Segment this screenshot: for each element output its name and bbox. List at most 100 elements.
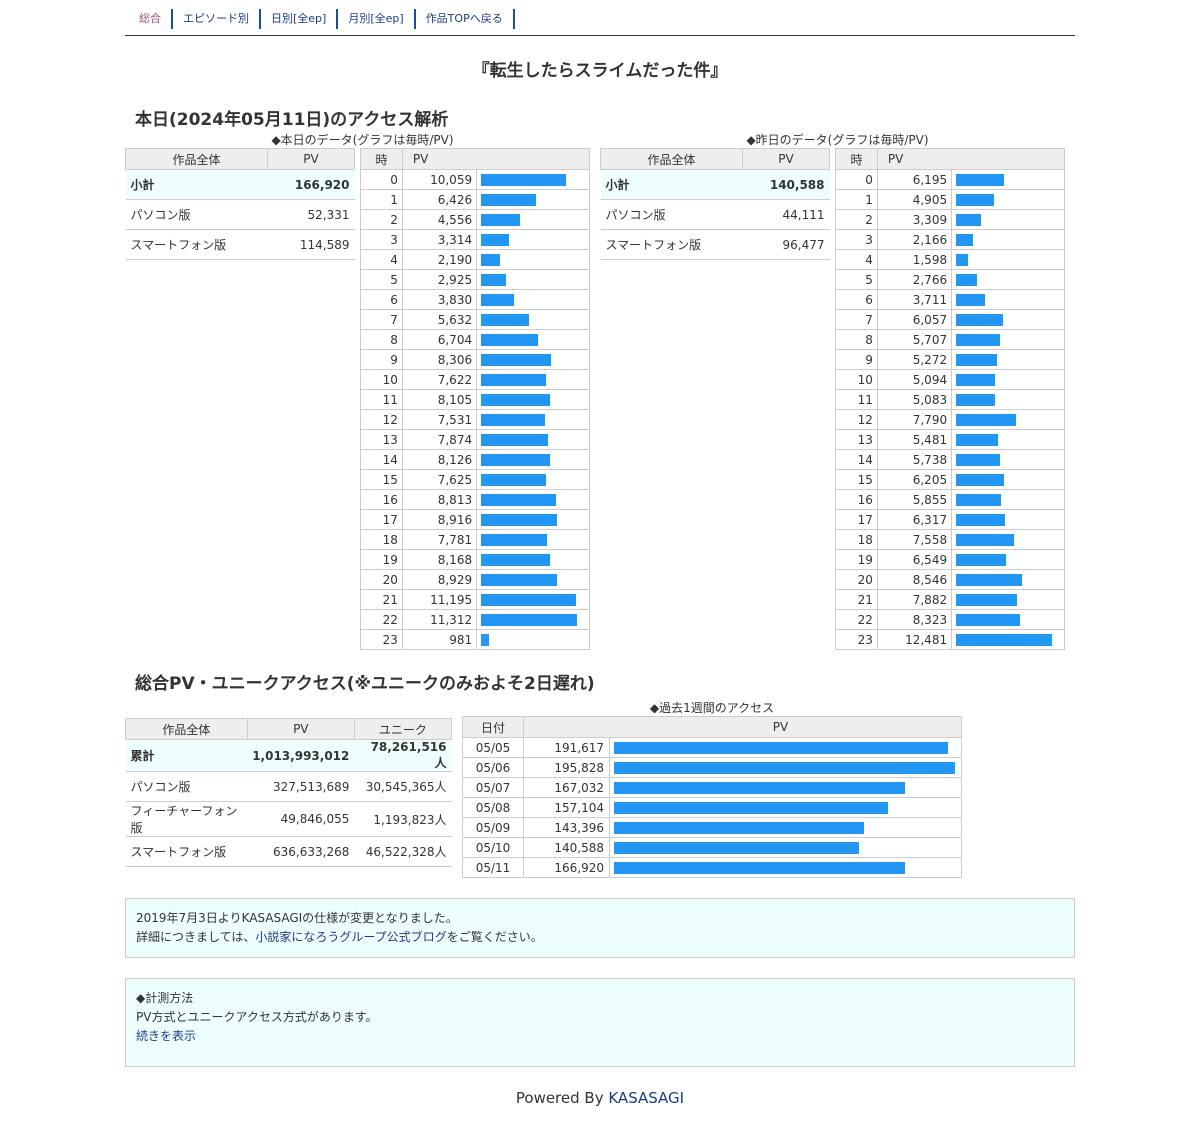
measurement-method-box: ◆計測方法 PV方式とユニークアクセス方式があります。 続きを表示 — [125, 978, 1075, 1067]
notice-line-2: 詳細につきましては、小説家になろうグループ公式ブログをご覧ください。 — [136, 928, 1064, 947]
nav-work-top[interactable]: 作品TOPへ戻る — [416, 9, 515, 29]
total-summary-table: 作品全体 PV ユニーク 累計 1,013,993,012 78,261,516… — [125, 718, 453, 867]
table-row: 23 12,481 — [835, 629, 1065, 650]
nav-overall[interactable]: 総合 — [135, 9, 173, 29]
hour-label: 17 — [835, 509, 878, 530]
bar-cell — [476, 449, 590, 470]
table-row: 18 7,781 — [360, 529, 590, 550]
weekly-caption: ◆過去1週間のアクセス — [649, 701, 775, 715]
row-pv: 49,846,055 — [247, 801, 355, 837]
hour-label: 6 — [835, 289, 878, 310]
pv-bar — [614, 841, 859, 854]
table-row: 7 6,057 — [835, 309, 1065, 330]
pv-label: 11,312 — [401, 609, 478, 630]
pv-bar — [956, 333, 1001, 346]
pv-label: 6,195 — [876, 169, 953, 190]
hourly-header-pv: PV — [401, 148, 591, 170]
row-unique: 1,193,823人 — [354, 801, 452, 837]
pv-bar — [956, 373, 996, 386]
yesterday-caption: ◆昨日のデータ(グラフは毎時/PV) — [746, 133, 929, 147]
pv-bar — [481, 253, 501, 266]
page: 総合 エピソード別 日別[全ep] 月別[全ep] 作品TOPへ戻る 『転生した… — [124, 0, 1075, 1107]
table-row: 22 8,323 — [835, 609, 1065, 630]
table-row: 13 7,874 — [360, 429, 590, 450]
table-row: 9 8,306 — [360, 349, 590, 370]
bar-cell — [609, 837, 962, 858]
table-row: 13 5,481 — [835, 429, 1065, 450]
table-row: スマートフォン版 636,633,268 46,522,328人 — [125, 836, 452, 867]
date-label: 05/09 — [462, 817, 524, 838]
hour-label: 13 — [835, 429, 878, 450]
table-row: 10 5,094 — [835, 369, 1065, 390]
table-row: 6 3,830 — [360, 289, 590, 310]
hour-label: 12 — [360, 409, 403, 430]
hour-label: 15 — [360, 469, 403, 490]
pv-bar — [956, 273, 978, 286]
table-row: 22 11,312 — [360, 609, 590, 630]
pv-label: 8,306 — [401, 349, 478, 370]
hour-label: 20 — [835, 569, 878, 590]
pv-label: 3,314 — [401, 229, 478, 250]
hour-label: 0 — [835, 169, 878, 190]
pv-label: 7,531 — [401, 409, 478, 430]
pv-label: 2,766 — [876, 269, 953, 290]
pv-bar — [956, 173, 1005, 186]
table-row: 10 7,622 — [360, 369, 590, 390]
hour-label: 19 — [835, 549, 878, 570]
top-nav: 総合 エピソード別 日別[全ep] 月別[全ep] 作品TOPへ戻る — [125, 0, 1075, 36]
bar-cell — [609, 797, 962, 818]
hour-label: 10 — [360, 369, 403, 390]
spec-change-notice: 2019年7月3日よりKASASAGIの仕様が変更となりました。 詳細につきまし… — [125, 898, 1075, 958]
bar-cell — [609, 757, 962, 778]
pv-bar — [956, 613, 1021, 626]
pv-bar — [956, 293, 986, 306]
bar-cell — [476, 329, 590, 350]
hour-label: 19 — [360, 549, 403, 570]
summary-header-pv: PV — [267, 148, 355, 170]
summary-header-work: 作品全体 — [124, 148, 269, 170]
table-row: 1 4,905 — [835, 189, 1065, 210]
kasasagi-link[interactable]: KASASAGI — [608, 1089, 685, 1107]
bar-cell — [951, 429, 1065, 450]
hour-label: 16 — [835, 489, 878, 510]
pv-bar — [481, 413, 546, 426]
row-pv: 327,513,689 — [247, 771, 355, 802]
row-value: 44,111 — [742, 199, 830, 230]
pv-label: 5,481 — [876, 429, 953, 450]
pv-label: 3,309 — [876, 209, 953, 230]
nav-episode[interactable]: エピソード別 — [173, 9, 261, 29]
pv-label: 6,549 — [876, 549, 953, 570]
pv-label: 4,556 — [401, 209, 478, 230]
pv-label: 11,195 — [401, 589, 478, 610]
today-caption: ◆本日のデータ(グラフは毎時/PV) — [271, 133, 454, 147]
yesterday-panel: ◆昨日のデータ(グラフは毎時/PV) 作品全体 PV 小計 140,588 パソ… — [599, 132, 1075, 650]
pv-label: 8,323 — [876, 609, 953, 630]
pv-bar — [614, 761, 955, 774]
nav-monthly[interactable]: 月別[全ep] — [338, 9, 416, 29]
pv-label: 7,790 — [876, 409, 953, 430]
pv-label: 1,598 — [876, 249, 953, 270]
table-row: 19 6,549 — [835, 549, 1065, 570]
table-row: 21 11,195 — [360, 589, 590, 610]
hour-label: 11 — [360, 389, 403, 410]
pv-bar — [614, 821, 864, 834]
pv-bar — [956, 193, 995, 206]
official-blog-link[interactable]: 小説家になろうグループ公式ブログ — [255, 930, 447, 944]
show-more-link[interactable]: 続きを表示 — [136, 1029, 197, 1043]
bar-cell — [951, 529, 1065, 550]
table-row: 2 3,309 — [835, 209, 1065, 230]
hour-label: 3 — [360, 229, 403, 250]
bar-cell — [476, 569, 590, 590]
pv-label: 7,625 — [401, 469, 478, 490]
table-row: 14 5,738 — [835, 449, 1065, 470]
weekly-table: 日付 PV 05/05 191,617 05/06 195,828 05/07 167,0… — [462, 716, 962, 878]
pv-label: 5,738 — [876, 449, 953, 470]
nav-daily[interactable]: 日別[全ep] — [261, 9, 339, 29]
total-header-pv: PV — [246, 718, 355, 740]
today-summary-table: 作品全体 PV 小計 166,920 パソコン版 52,331 スマートフォン版… — [124, 148, 355, 260]
pv-bar — [481, 313, 530, 326]
pv-label: 7,882 — [876, 589, 953, 610]
hour-label: 2 — [835, 209, 878, 230]
row-label: 小計 — [600, 169, 743, 200]
bar-cell — [476, 189, 590, 210]
